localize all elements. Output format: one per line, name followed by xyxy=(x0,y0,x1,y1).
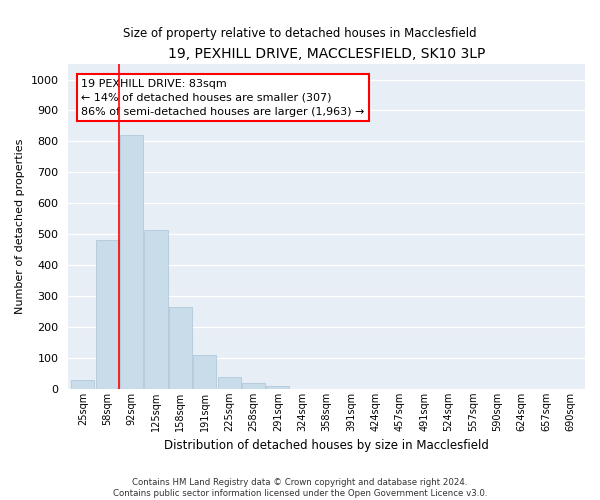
Bar xyxy=(169,307,192,389)
Bar xyxy=(145,230,167,389)
Bar xyxy=(120,135,143,389)
Bar xyxy=(242,382,265,389)
X-axis label: Distribution of detached houses by size in Macclesfield: Distribution of detached houses by size … xyxy=(164,440,489,452)
Bar xyxy=(266,386,289,389)
Bar xyxy=(71,380,94,389)
Text: 19 PEXHILL DRIVE: 83sqm
← 14% of detached houses are smaller (307)
86% of semi-d: 19 PEXHILL DRIVE: 83sqm ← 14% of detache… xyxy=(81,78,365,116)
Text: Size of property relative to detached houses in Macclesfield: Size of property relative to detached ho… xyxy=(123,28,477,40)
Bar xyxy=(193,355,217,389)
Text: Contains HM Land Registry data © Crown copyright and database right 2024.
Contai: Contains HM Land Registry data © Crown c… xyxy=(113,478,487,498)
Bar xyxy=(218,378,241,389)
Title: 19, PEXHILL DRIVE, MACCLESFIELD, SK10 3LP: 19, PEXHILL DRIVE, MACCLESFIELD, SK10 3L… xyxy=(168,48,485,62)
Bar xyxy=(95,240,119,389)
Y-axis label: Number of detached properties: Number of detached properties xyxy=(15,139,25,314)
